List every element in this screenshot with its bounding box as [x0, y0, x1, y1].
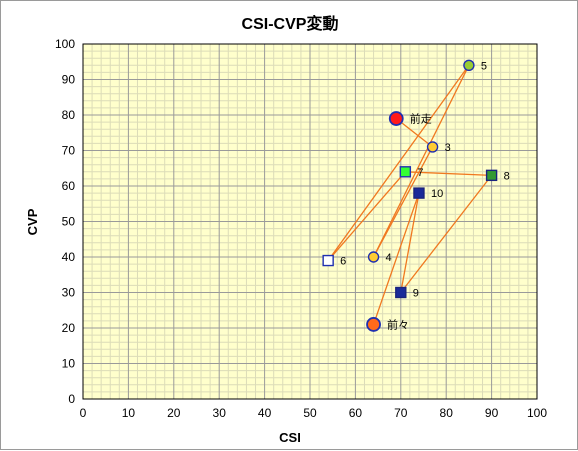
series-line-segment: [395, 118, 433, 148]
x-axis-ticks: 0 10 20 30 40 50 60 70 80 90 100: [80, 406, 548, 420]
data-point-marker: [366, 317, 381, 332]
series-line-segment: [400, 192, 420, 293]
data-point-marker: [413, 187, 425, 199]
data-point-marker: [322, 254, 334, 267]
series-line-segment: [400, 174, 493, 293]
x-axis-title: CSI: [279, 430, 301, 445]
series-lines: [327, 64, 493, 325]
data-point-marker: [485, 169, 498, 182]
data-point-label: 10: [431, 188, 443, 200]
plot-area: [82, 43, 538, 400]
data-point-label: 6: [340, 256, 346, 268]
x-tick-label: 70: [394, 406, 408, 420]
series-line-segment: [372, 65, 470, 258]
x-tick-label: 50: [303, 406, 317, 420]
y-tick-label: 0: [68, 392, 75, 406]
y-tick-label: 10: [62, 357, 76, 371]
y-tick-label: 100: [55, 37, 75, 51]
y-tick-label: 20: [62, 321, 76, 335]
data-point-label: 前走: [410, 112, 432, 126]
y-tick-label: 50: [62, 215, 76, 229]
x-tick-label: 10: [122, 406, 136, 420]
series-line-segment: [405, 171, 492, 176]
point-labels: 前走 3 5 7 8 10 4 6 9 前々: [340, 60, 510, 331]
y-axis-ticks: 0 10 20 30 40 50 60 70 80 90 100: [55, 37, 75, 406]
data-point-label: 3: [445, 142, 451, 154]
data-point-label: 8: [504, 170, 510, 182]
x-tick-label: 90: [485, 406, 499, 420]
data-point-marker: [388, 111, 404, 126]
x-tick-label: 0: [80, 406, 87, 420]
data-point-label: 5: [481, 60, 487, 72]
series-line-segment: [327, 64, 470, 261]
y-tick-label: 70: [62, 144, 76, 158]
data-point-marker: [367, 251, 380, 263]
data-point-label: 9: [413, 288, 419, 300]
x-tick-label: 100: [527, 406, 547, 420]
x-tick-label: 30: [213, 406, 227, 420]
x-tick-label: 60: [349, 406, 363, 420]
y-axis-title: CVP: [25, 208, 40, 235]
series-line-segment: [372, 146, 434, 258]
data-point-marker: [395, 286, 407, 299]
x-tick-label: 80: [440, 406, 454, 420]
plot-border: [82, 43, 538, 400]
data-point-label: 7: [417, 167, 423, 179]
y-tick-label: 90: [62, 73, 76, 87]
y-tick-label: 40: [62, 250, 76, 264]
series-line-segment: [372, 192, 420, 325]
data-point-marker: [399, 166, 412, 178]
y-tick-label: 30: [62, 286, 76, 300]
series-line-segment: [327, 171, 406, 261]
chart-title: CSI-CVP変動: [242, 14, 339, 33]
data-point-marker: [426, 141, 439, 153]
series-points: [322, 59, 498, 332]
data-point-label: 4: [386, 252, 392, 264]
data-point-label: 前々: [387, 317, 409, 331]
y-tick-label: 60: [62, 179, 76, 193]
data-point-marker: [463, 59, 475, 72]
x-tick-label: 40: [258, 406, 272, 420]
y-tick-label: 80: [62, 108, 76, 122]
x-tick-label: 20: [167, 406, 181, 420]
